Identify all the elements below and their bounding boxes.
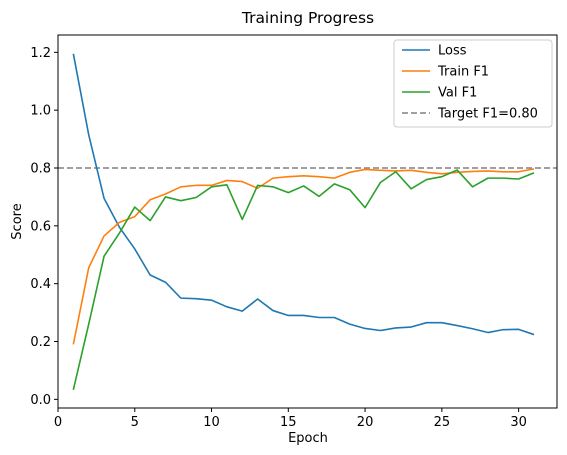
y-axis-title: Score	[10, 203, 25, 239]
y-tick-label: 1.0	[30, 104, 51, 119]
y-tick-label: 0.8	[30, 162, 51, 177]
legend-label: Target F1=0.80	[437, 107, 538, 122]
x-tick-label: 25	[434, 415, 451, 430]
y-tick-label: 0.6	[30, 219, 51, 234]
y-tick-label: 0.4	[30, 277, 51, 292]
y-tick-label: 0.0	[30, 393, 51, 408]
chart-title: Training Progress	[241, 9, 374, 27]
x-tick-label: 10	[203, 415, 220, 430]
x-tick-label: 0	[54, 415, 62, 430]
legend-label: Train F1	[437, 65, 489, 80]
x-tick-label: 20	[357, 415, 374, 430]
legend: Loss Train F1 Val F1 Target F1=0.80	[394, 40, 552, 127]
legend-label: Loss	[438, 44, 467, 59]
y-tick-label: 0.2	[30, 335, 51, 350]
x-axis-title: Epoch	[288, 431, 328, 446]
y-tick-label: 1.2	[30, 46, 51, 61]
x-tick-label: 15	[280, 415, 297, 430]
x-tick-label: 30	[510, 415, 527, 430]
x-tick-label: 5	[131, 415, 139, 430]
legend-label: Val F1	[438, 86, 477, 101]
